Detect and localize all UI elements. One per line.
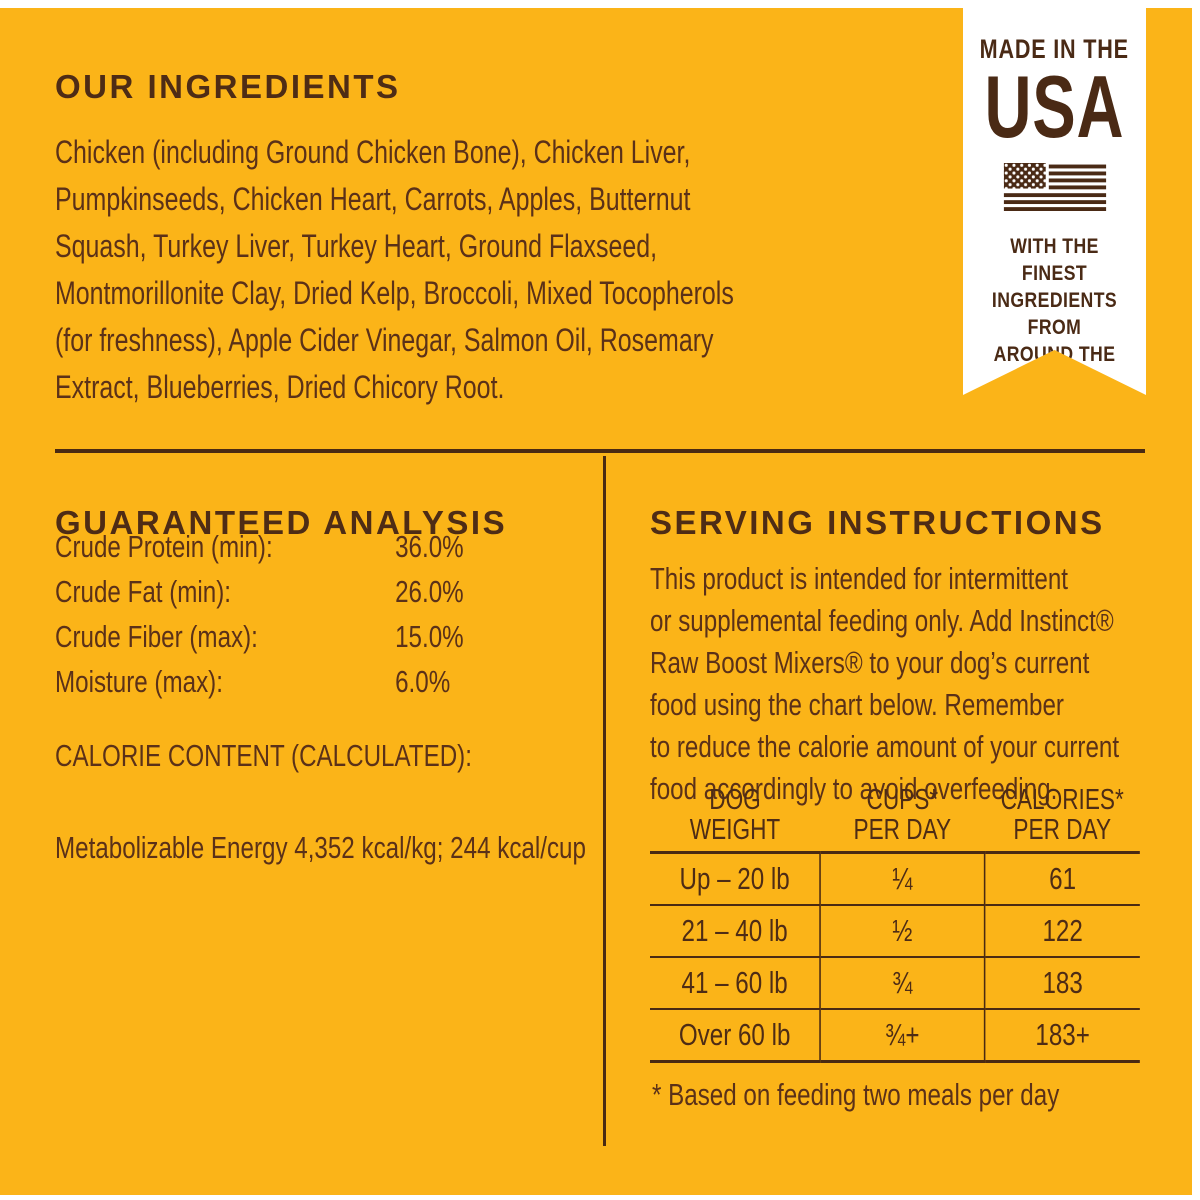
analysis-label: Crude Fat (min): <box>55 574 232 609</box>
col-header-cups-per-day: CUPS* PER DAY <box>820 785 985 854</box>
table-row: 41 – 60 lb ¾ 183 <box>650 957 1140 1010</box>
analysis-row: Moisture (max): 6.0% <box>55 659 601 704</box>
cell-calories-per-day: 122 <box>983 905 1140 958</box>
table-row: 21 – 40 lb ½ 122 <box>650 905 1140 958</box>
cell-calories-per-day: 183+ <box>983 1009 1140 1063</box>
analysis-value: 36.0% <box>395 529 464 564</box>
calorie-content-detail: Metabolizable Energy 4,352 kcal/kg; 244 … <box>55 830 586 865</box>
feeding-table: DOG WEIGHT CUPS* PER DAY CALORIES* PER D… <box>650 785 1140 1063</box>
table-row: Over 60 lb ¾+ 183+ <box>650 1009 1140 1063</box>
analysis-row: Crude Protein (min): 36.0% <box>55 524 601 569</box>
table-footnote: * Based on feeding two meals per day <box>652 1077 1060 1112</box>
analysis-value: 15.0% <box>395 619 464 654</box>
cell-calories-per-day: 183 <box>983 957 1140 1010</box>
cell-cups-per-day: ½ <box>819 905 985 958</box>
analysis-label: Moisture (max): <box>55 664 223 699</box>
us-flag-icon <box>989 163 1121 211</box>
analysis-label: Crude Protein (min): <box>55 529 273 564</box>
feeding-table-wrap: DOG WEIGHT CUPS* PER DAY CALORIES* PER D… <box>650 785 1140 1063</box>
cell-cups-per-day: ¼ <box>819 852 985 906</box>
cell-calories-per-day: 61 <box>983 852 1140 906</box>
cell-dog-weight: Up – 20 lb <box>650 852 821 906</box>
analysis-label: Crude Fiber (max): <box>55 619 258 654</box>
cell-cups-per-day: ¾ <box>819 957 985 1010</box>
table-row: Up – 20 lb ¼ 61 <box>650 852 1140 906</box>
usa-text: USA <box>984 57 1125 156</box>
cell-dog-weight: 21 – 40 lb <box>650 905 821 958</box>
ingredients-text: Chicken (including Ground Chicken Bone),… <box>55 134 734 405</box>
made-in-the-text: MADE IN THE <box>979 34 1130 64</box>
analysis-value: 26.0% <box>395 574 464 609</box>
horizontal-divider <box>55 449 1145 453</box>
cell-cups-per-day: ¾+ <box>819 1009 985 1063</box>
ingredients-heading: OUR INGREDIENTS <box>55 68 401 106</box>
analysis-row: Crude Fat (min): 26.0% <box>55 569 601 614</box>
col-header-calories-per-day: CALORIES* PER DAY <box>984 785 1140 854</box>
serving-instructions-text: This product is intended for intermitten… <box>650 561 1120 806</box>
feeding-table-header-row: DOG WEIGHT CUPS* PER DAY CALORIES* PER D… <box>650 785 1140 854</box>
analysis-value: 6.0% <box>395 664 451 699</box>
guaranteed-analysis-rows: Crude Protein (min): 36.0% Crude Fat (mi… <box>55 524 601 704</box>
serving-instructions-heading: SERVING INSTRUCTIONS <box>650 504 1105 542</box>
calorie-content-heading: CALORIE CONTENT (CALCULATED): <box>55 738 472 773</box>
cell-dog-weight: 41 – 60 lb <box>650 957 821 1010</box>
guaranteed-analysis-heading: GUARANTEED ANALYSIS <box>55 504 508 542</box>
col-header-dog-weight: DOG WEIGHT <box>650 785 821 854</box>
made-in-usa-ribbon: MADE IN THE USA WITH THE FINEST INGREDIE… <box>963 0 1146 395</box>
calorie-content-block: CALORIE CONTENT (CALCULATED): Metaboliza… <box>55 687 648 917</box>
cell-dog-weight: Over 60 lb <box>650 1009 821 1063</box>
analysis-row: Crude Fiber (max): 15.0% <box>55 614 601 659</box>
vertical-divider <box>603 456 606 1146</box>
